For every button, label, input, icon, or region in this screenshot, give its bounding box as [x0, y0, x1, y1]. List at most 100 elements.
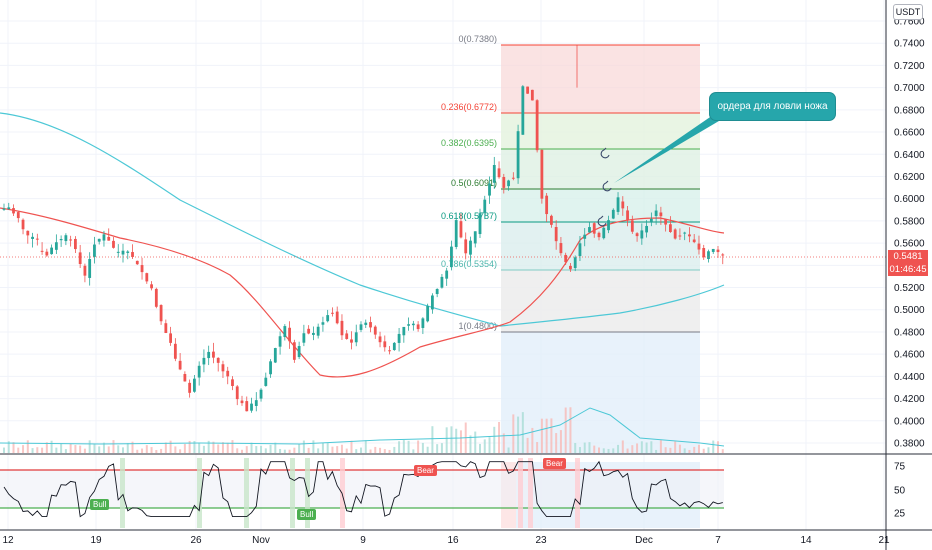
candle-body — [459, 221, 463, 238]
bull-signal-badge: Bull — [90, 499, 110, 510]
price-tick-label: 0.3800 — [894, 439, 925, 450]
candle-body — [683, 232, 687, 234]
candle-body — [378, 336, 382, 343]
order-marks — [597, 147, 612, 227]
price-tick-label: 0.6000 — [894, 194, 925, 205]
volume-bar — [279, 448, 282, 453]
volume-bar — [440, 443, 443, 453]
volume-bar — [721, 449, 724, 453]
volume-bar — [355, 449, 358, 453]
candle-body — [145, 273, 149, 282]
volume-bar — [283, 449, 286, 453]
candle-body — [450, 246, 453, 268]
volume-bar — [102, 442, 105, 453]
volume-bar — [12, 442, 15, 453]
volume-bar — [678, 444, 681, 453]
volume-bar — [202, 445, 205, 453]
volume-bar — [122, 447, 124, 453]
price-axis[interactable]: 0.7600 0.7400 0.7200 0.7000 0.6800 0.6600 0.64… — [894, 17, 925, 450]
candle-body — [331, 312, 334, 314]
candle-body — [316, 326, 320, 336]
volume-bar — [664, 447, 667, 453]
candle-body — [64, 235, 68, 242]
candle-body — [426, 305, 430, 322]
rsi-signal-band — [575, 458, 580, 528]
volume-bar — [288, 449, 291, 453]
candle-body — [407, 324, 410, 326]
volume-bar — [245, 446, 248, 453]
volume-bar — [17, 447, 20, 453]
candle-body — [511, 177, 515, 179]
candle-body — [93, 244, 96, 257]
candle-body — [478, 213, 482, 235]
volume-bar — [383, 449, 386, 453]
moving-average-fast — [0, 207, 725, 378]
volume-bar — [574, 442, 577, 453]
candle-body — [40, 250, 44, 252]
candle-body — [326, 315, 330, 322]
candle-body — [621, 201, 625, 209]
candle-body — [50, 247, 53, 255]
volume-bar — [69, 443, 72, 453]
candle-body — [26, 230, 30, 236]
volume-bar — [655, 449, 658, 453]
time-tick-label: Dec — [635, 535, 653, 546]
candle-body — [564, 254, 568, 263]
annotation-callout[interactable]: ордера для ловли ножа — [710, 93, 835, 120]
currency-unit-badge[interactable]: USDT — [893, 4, 923, 20]
candle-body — [59, 239, 63, 241]
rsi-indicator-pane[interactable] — [0, 458, 724, 528]
volume-bar — [174, 446, 177, 453]
candle-body — [226, 370, 230, 377]
candle-body — [383, 341, 387, 348]
volume-bar — [36, 447, 39, 453]
rsi-tick-label: 25 — [894, 509, 906, 520]
volume-bar — [340, 444, 343, 453]
rsi-signal-band — [197, 458, 202, 528]
volume-bar — [155, 449, 158, 453]
volume-bar — [250, 442, 253, 453]
fib-level-label: 0.382(0.6395) — [441, 138, 497, 148]
candle-body — [626, 210, 629, 221]
candle-body — [193, 378, 196, 392]
volume-bar — [507, 447, 510, 453]
candle-body — [711, 248, 715, 252]
volume-bar — [402, 440, 405, 453]
volume-bar — [526, 437, 529, 453]
time-axis[interactable]: 12 19 26 Nov 9 16 23 Dec 7 14 21 — [2, 535, 890, 546]
volume-bar — [707, 447, 710, 453]
volume-bar — [669, 447, 672, 453]
volume-bar — [512, 414, 515, 453]
fibonacci-retracement[interactable] — [501, 44, 700, 528]
fib-level-label: 0.618(0.5787) — [441, 211, 497, 221]
candlestick-series[interactable] — [2, 45, 725, 413]
candle-body — [16, 212, 20, 219]
volume-bar — [564, 407, 567, 453]
fib-level-label: 1(0.4800) — [458, 321, 497, 331]
candle-body — [150, 284, 153, 289]
candle-body — [535, 100, 539, 151]
volume-bar — [307, 447, 310, 453]
candle-body — [254, 400, 258, 406]
volume-bar — [536, 442, 539, 453]
candle-body — [554, 227, 558, 242]
candle-body — [250, 403, 253, 411]
volume-bar — [198, 443, 201, 453]
rsi-signal-band — [340, 458, 345, 528]
candle-body — [221, 364, 225, 372]
bear-signal-badge: Bear — [414, 465, 437, 476]
candle-body — [169, 333, 172, 343]
candle-body — [440, 276, 444, 288]
candle-body — [435, 289, 439, 295]
price-tick-label: 0.7200 — [894, 61, 925, 72]
volume-bar — [260, 445, 263, 453]
volume-bar — [350, 440, 353, 453]
volume-bar — [445, 427, 448, 453]
volume-bar — [117, 445, 120, 453]
candle-body — [88, 258, 92, 278]
volume-bar — [631, 445, 634, 453]
candle-body — [602, 227, 606, 239]
candle-body — [335, 311, 339, 324]
rsi-tick-label: 50 — [894, 486, 906, 497]
